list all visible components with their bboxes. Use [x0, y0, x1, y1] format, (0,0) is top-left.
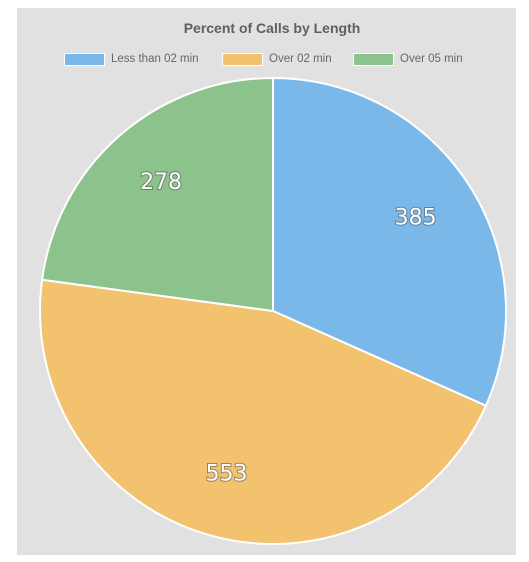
legend-label-less-than-02-min: Less than 02 min: [111, 53, 199, 65]
legend-item-less-than-02-min[interactable]: Less than 02 min: [64, 51, 199, 67]
pie-slice-over-05-min[interactable]: [40, 76, 274, 313]
pie-data-labels: 385 553 278: [139, 169, 438, 488]
legend-swatch-over-05-min: [353, 52, 394, 66]
data-label-less-than-02-min: 385: [395, 205, 437, 230]
chart-panel: Percent of Calls by Length Less than 02 …: [17, 8, 516, 555]
legend: Less than 02 min Over 02 min Over 05 min: [17, 51, 516, 67]
chart-title: Percent of Calls by Length: [183, 20, 361, 36]
pie-slice-less-than-02-min[interactable]: [272, 76, 507, 408]
legend-item-over-05-min[interactable]: Over 05 min: [353, 51, 463, 67]
data-label-over-05-min: 278: [140, 170, 182, 195]
legend-label-over-05-min: Over 05 min: [400, 53, 463, 65]
legend-swatch-less-than-02-min: [64, 52, 105, 66]
data-label-over-02-min: 553: [206, 462, 248, 487]
pie-slices: [39, 76, 507, 545]
pie-slice-over-02-min[interactable]: [39, 278, 488, 545]
legend-item-over-02-min[interactable]: Over 02 min: [222, 51, 332, 67]
legend-swatch-over-02-min: [222, 52, 263, 66]
pie-chart: 385 553 278: [39, 76, 507, 545]
legend-label-over-02-min: Over 02 min: [269, 53, 332, 65]
